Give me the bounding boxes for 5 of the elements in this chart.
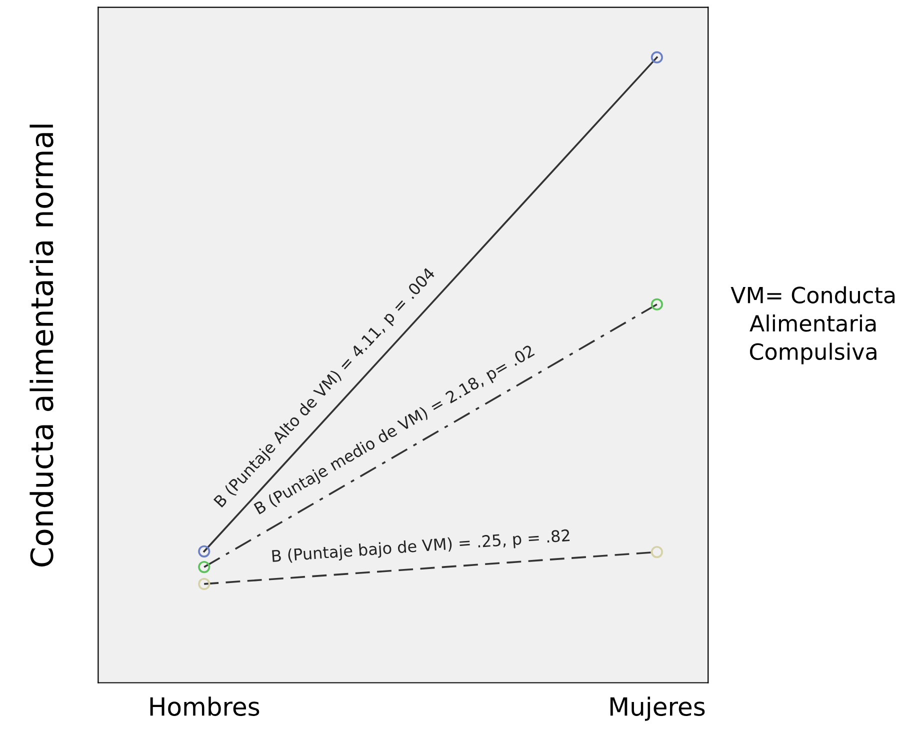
annotation: B (Puntaje bajo de VM) = .25, p = .82 (272, 528, 570, 566)
y-axis-title: Conducta alimentaria normal (30, 124, 54, 566)
x-tick-label: Mujeres (610, 696, 705, 721)
x-tick-label: Hombres (150, 696, 260, 716)
text: VM= Conducta Alimentaria Compulsiva (730, 286, 895, 364)
